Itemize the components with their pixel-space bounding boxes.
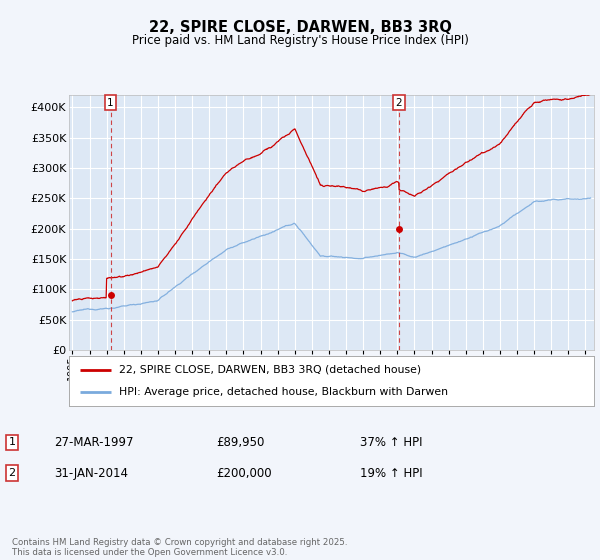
Text: Contains HM Land Registry data © Crown copyright and database right 2025.
This d: Contains HM Land Registry data © Crown c… [12, 538, 347, 557]
Text: 37% ↑ HPI: 37% ↑ HPI [360, 436, 422, 449]
Text: £89,950: £89,950 [216, 436, 265, 449]
Text: 2: 2 [395, 98, 402, 108]
Text: 22, SPIRE CLOSE, DARWEN, BB3 3RQ (detached house): 22, SPIRE CLOSE, DARWEN, BB3 3RQ (detach… [119, 365, 421, 375]
Text: 22, SPIRE CLOSE, DARWEN, BB3 3RQ: 22, SPIRE CLOSE, DARWEN, BB3 3RQ [149, 20, 451, 35]
Text: 31-JAN-2014: 31-JAN-2014 [54, 466, 128, 480]
Text: £200,000: £200,000 [216, 466, 272, 480]
Text: 27-MAR-1997: 27-MAR-1997 [54, 436, 133, 449]
Text: 1: 1 [107, 98, 114, 108]
Text: 1: 1 [8, 437, 16, 447]
Text: HPI: Average price, detached house, Blackburn with Darwen: HPI: Average price, detached house, Blac… [119, 387, 448, 397]
Text: 19% ↑ HPI: 19% ↑ HPI [360, 466, 422, 480]
Text: 2: 2 [8, 468, 16, 478]
Text: Price paid vs. HM Land Registry's House Price Index (HPI): Price paid vs. HM Land Registry's House … [131, 34, 469, 46]
